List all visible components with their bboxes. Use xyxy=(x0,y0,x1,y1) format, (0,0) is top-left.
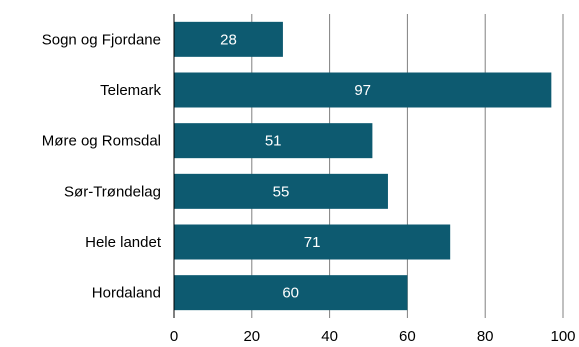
data-label-2: 51 xyxy=(265,133,282,150)
x-tick-label-0: 0 xyxy=(170,328,178,345)
data-label-5: 60 xyxy=(282,285,299,302)
x-tick-label-80: 80 xyxy=(477,328,494,345)
bar-0 xyxy=(174,21,283,57)
category-label-2: Møre og Romsdal xyxy=(42,133,161,150)
data-label-1: 97 xyxy=(354,82,371,99)
bar-5 xyxy=(174,275,408,311)
bar-4 xyxy=(174,224,451,260)
labels: 28 Sogn og Fjordane 97 Telemark 51 Møre og Ro… xyxy=(42,14,576,345)
x-tick-label-20: 20 xyxy=(243,328,260,345)
x-tick-label-60: 60 xyxy=(399,328,416,345)
category-label-4: Hele landet xyxy=(85,234,162,251)
category-label-3: Sør-Trøndelag xyxy=(64,183,161,200)
bars xyxy=(174,21,552,311)
bar-3 xyxy=(174,173,388,209)
category-label-1: Telemark xyxy=(100,82,161,99)
category-label-0: Sogn og Fjordane xyxy=(42,31,161,48)
data-label-3: 55 xyxy=(273,183,290,200)
data-label-4: 71 xyxy=(304,234,321,251)
x-tick-label-100: 100 xyxy=(550,328,575,345)
data-label-0: 28 xyxy=(220,31,237,48)
bar-1 xyxy=(174,72,552,108)
gridlines xyxy=(251,14,564,318)
bar-2 xyxy=(174,123,373,159)
category-label-5: Hordaland xyxy=(92,285,161,302)
x-tick-label-40: 40 xyxy=(321,328,338,345)
